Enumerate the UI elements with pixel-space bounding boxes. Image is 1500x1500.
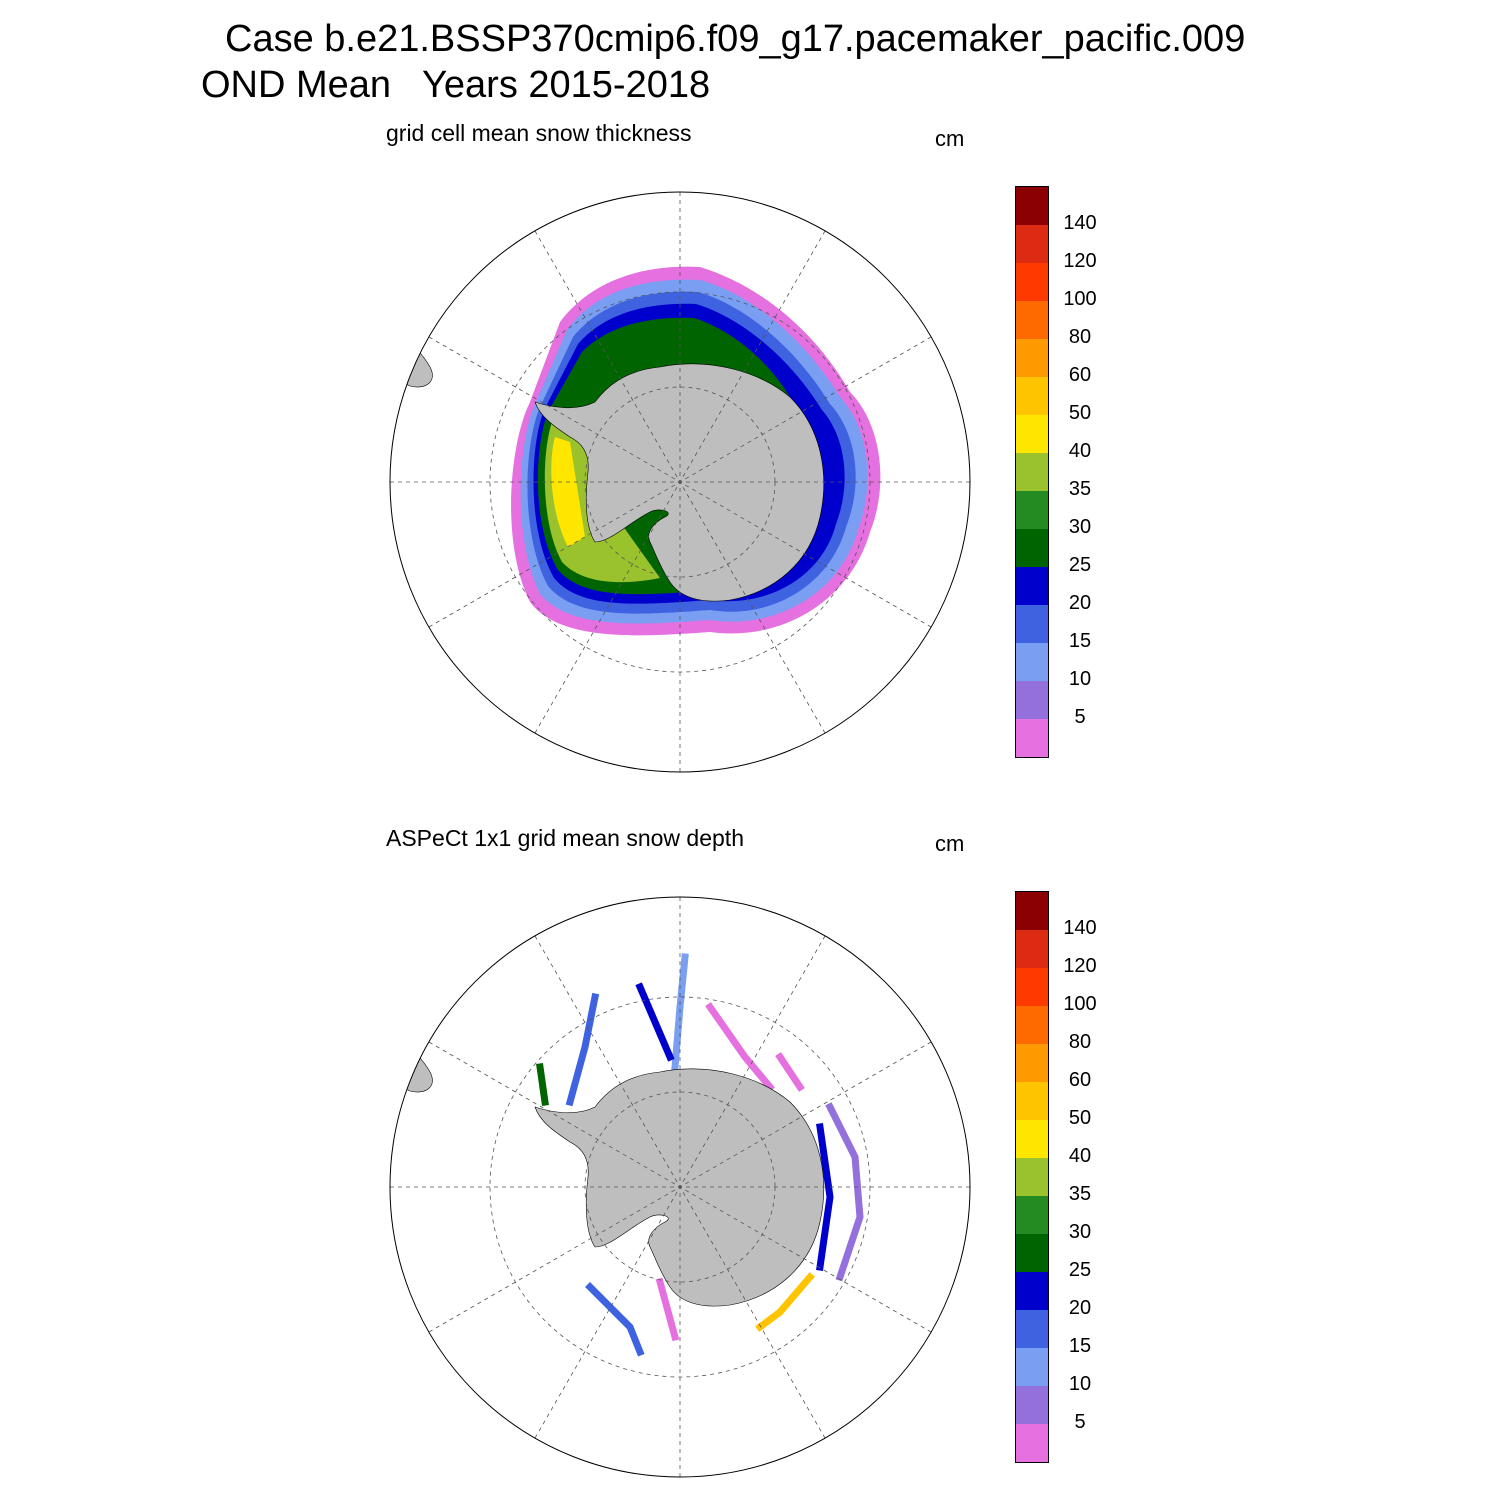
colorbar-swatch	[1016, 339, 1048, 377]
colorbar-tick-label: 80	[1068, 326, 1092, 348]
colorbar-swatch	[1016, 1272, 1048, 1310]
graticule	[390, 192, 970, 772]
colorbar-tick-label: 20	[1068, 592, 1092, 614]
colorbar-tick-label: 15	[1068, 1335, 1092, 1357]
colorbar-swatch	[1016, 301, 1048, 339]
colorbar-swatch	[1016, 491, 1048, 529]
colorbar-tick-label: 80	[1068, 1031, 1092, 1053]
panel1-units: cm	[935, 126, 965, 151]
colorbar-swatch	[1016, 681, 1048, 719]
colorbar-swatch	[1016, 225, 1048, 263]
colorbar-tick-label: 5	[1074, 1411, 1086, 1433]
colorbar-tick-label: 120	[1063, 250, 1097, 272]
colorbar-tick-label: 140	[1063, 212, 1097, 234]
figure-title-case: Case b.e21.BSSP370cmip6.f09_g17.pacemake…	[225, 18, 1246, 60]
colorbar-swatch	[1016, 1120, 1048, 1158]
colorbar-tick-label: 10	[1068, 1373, 1092, 1395]
colorbar-tick-label: 20	[1068, 1297, 1092, 1319]
panel2-title: ASPeCt 1x1 grid mean snow depth	[386, 825, 744, 851]
colorbar-swatch	[1016, 1082, 1048, 1120]
colorbar-tick-label: 25	[1068, 1259, 1092, 1281]
colorbar-tick-label: 5	[1074, 706, 1086, 728]
colorbar-swatch	[1016, 1044, 1048, 1082]
colorbar-tick-label: 35	[1068, 478, 1092, 500]
map-boundary	[389, 191, 971, 773]
colorbar-tick-label: 50	[1068, 402, 1092, 424]
panel2-colorbar	[1015, 891, 1049, 1463]
colorbar-tick-label: 40	[1068, 1145, 1092, 1167]
colorbar-tick-label: 60	[1068, 1069, 1092, 1091]
colorbar-swatch	[1016, 930, 1048, 968]
panel1-polar-map	[389, 191, 971, 773]
colorbar-tick-label: 140	[1063, 917, 1097, 939]
colorbar-swatch	[1016, 567, 1048, 605]
colorbar-swatch	[1016, 1158, 1048, 1196]
colorbar-swatch	[1016, 1196, 1048, 1234]
colorbar-tick-label: 15	[1068, 630, 1092, 652]
colorbar-swatch	[1016, 377, 1048, 415]
colorbar-tick-label: 100	[1063, 288, 1097, 310]
figure-title-period: OND Mean Years 2015-2018	[201, 64, 711, 106]
colorbar-tick-label: 30	[1068, 1221, 1092, 1243]
colorbar-tick-label: 25	[1068, 554, 1092, 576]
colorbar-swatch	[1016, 719, 1048, 757]
colorbar-swatch	[1016, 415, 1048, 453]
colorbar-tick-label: 50	[1068, 1107, 1092, 1129]
colorbar-swatch	[1016, 892, 1048, 930]
map-boundary	[389, 896, 971, 1478]
snow-band-40	[551, 437, 585, 547]
colorbar-swatch	[1016, 529, 1048, 567]
colorbar-swatch	[1016, 1348, 1048, 1386]
colorbar-swatch	[1016, 1424, 1048, 1462]
colorbar-tick-label: 40	[1068, 440, 1092, 462]
south-america-land	[390, 311, 433, 388]
colorbar-swatch	[1016, 643, 1048, 681]
colorbar-tick-label: 60	[1068, 364, 1092, 386]
colorbar-tick-label: 120	[1063, 955, 1097, 977]
colorbar-swatch	[1016, 453, 1048, 491]
colorbar-swatch	[1016, 968, 1048, 1006]
colorbar-tick-label: 35	[1068, 1183, 1092, 1205]
panel2-units: cm	[935, 831, 965, 856]
colorbar-swatch	[1016, 1310, 1048, 1348]
panel2-polar-map	[389, 896, 971, 1478]
colorbar-tick-label: 10	[1068, 668, 1092, 690]
colorbar-swatch	[1016, 1386, 1048, 1424]
colorbar-swatch	[1016, 187, 1048, 225]
graticule	[390, 897, 970, 1477]
colorbar-tick-label: 30	[1068, 516, 1092, 538]
colorbar-tick-label: 100	[1063, 993, 1097, 1015]
colorbar-swatch	[1016, 1006, 1048, 1044]
colorbar-swatch	[1016, 605, 1048, 643]
south-america-land	[390, 1016, 433, 1093]
colorbar-swatch	[1016, 1234, 1048, 1272]
colorbar-swatch	[1016, 263, 1048, 301]
panel1-title: grid cell mean snow thickness	[386, 120, 692, 146]
panel1-colorbar	[1015, 186, 1049, 758]
